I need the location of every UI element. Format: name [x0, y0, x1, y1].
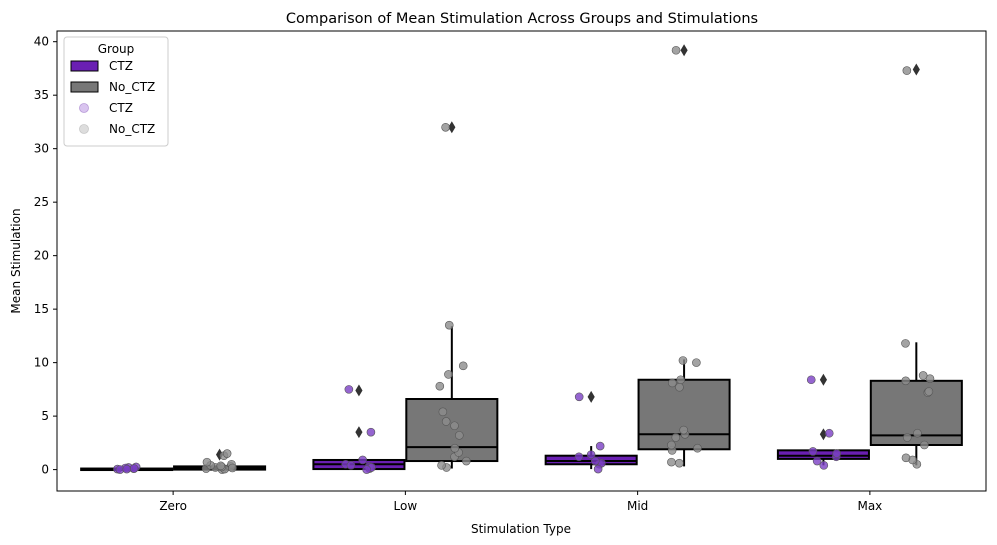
data-point — [438, 407, 448, 417]
data-point — [441, 122, 450, 132]
box-ctz-max — [776, 449, 870, 460]
y-axis-label: Mean Stimulation — [9, 208, 23, 313]
y-tick-label: 20 — [34, 249, 49, 263]
y-tick-label: 0 — [41, 463, 49, 477]
y-tick-label: 25 — [34, 195, 49, 209]
x-tick-label: Mid — [627, 499, 648, 513]
data-point — [595, 441, 605, 451]
data-point — [832, 449, 841, 458]
data-point — [455, 431, 464, 440]
data-point — [444, 370, 453, 379]
axes-frame — [56, 30, 987, 492]
x-tick-label: Zero — [159, 499, 187, 513]
y-tick-label: 40 — [34, 35, 49, 49]
y-tick-label: 15 — [34, 302, 49, 316]
data-point — [586, 450, 596, 459]
data-point — [920, 440, 929, 450]
outlier-marker — [355, 426, 363, 439]
y-tick-label: 5 — [41, 409, 49, 423]
outlier-marker — [587, 390, 595, 403]
data-point — [437, 461, 446, 470]
data-point — [593, 464, 603, 474]
data-point — [678, 356, 688, 365]
chart-title: Comparison of Mean Stimulation Across Gr… — [286, 11, 758, 27]
data-point — [901, 376, 911, 386]
data-point — [675, 458, 684, 468]
data-point — [450, 443, 460, 453]
data-point — [346, 461, 356, 470]
x-tick-label: Max — [857, 499, 882, 513]
legend-label: No_CTZ — [109, 80, 155, 94]
outlier-marker — [680, 44, 688, 57]
data-point — [122, 464, 132, 474]
data-point — [676, 375, 685, 385]
data-point — [901, 339, 910, 348]
data-point — [222, 449, 232, 458]
data-point — [806, 375, 816, 385]
data-point — [366, 427, 376, 437]
data-point — [129, 464, 139, 473]
legend-title: Group — [98, 42, 135, 56]
data-point — [450, 421, 459, 431]
box-no_ctz-mid — [637, 378, 731, 451]
legend-label: CTZ — [109, 101, 133, 115]
data-point — [362, 465, 371, 474]
data-point — [902, 66, 912, 75]
data-point — [667, 378, 677, 388]
data-point — [901, 453, 911, 463]
legend-marker-no_ctz — [79, 124, 89, 134]
data-point — [667, 457, 676, 467]
data-point — [819, 461, 829, 470]
data-point — [228, 463, 237, 473]
legend-label: CTZ — [109, 59, 133, 73]
data-point — [202, 457, 212, 467]
outlier-marker — [355, 384, 363, 397]
data-point — [441, 417, 451, 426]
data-point — [675, 382, 684, 392]
data-point — [671, 45, 681, 55]
legend-swatch-no_ctz — [70, 81, 99, 93]
legend-label: No_CTZ — [109, 122, 155, 136]
x-axis-label: Stimulation Type — [471, 522, 571, 536]
data-point — [574, 452, 584, 462]
y-tick-label: 10 — [34, 356, 49, 370]
x-tick-label: Low — [394, 499, 418, 513]
data-point — [902, 433, 912, 442]
data-point — [590, 456, 600, 466]
plot-area — [80, 44, 963, 474]
outlier-marker — [819, 373, 828, 386]
outlier-marker — [448, 121, 456, 134]
outlier-marker — [912, 63, 920, 76]
legend-swatch-ctz — [70, 60, 99, 72]
data-point — [667, 440, 676, 450]
data-point — [679, 425, 688, 435]
data-point — [216, 461, 226, 471]
data-point — [462, 456, 471, 466]
data-point — [924, 387, 934, 396]
data-point — [574, 392, 584, 402]
data-point — [444, 320, 454, 330]
legend-marker-ctz — [79, 103, 89, 113]
data-point — [808, 447, 818, 456]
y-tick-label: 30 — [34, 142, 49, 156]
data-point — [671, 433, 681, 442]
data-point — [358, 455, 367, 465]
data-point — [918, 371, 928, 380]
legend: Group CTZ No_CTZ CTZ No_CTZ — [63, 36, 169, 147]
data-point — [435, 381, 445, 391]
data-point — [824, 428, 834, 438]
data-point — [812, 456, 822, 466]
data-point — [692, 358, 701, 367]
data-point — [458, 361, 468, 371]
y-tick-label: 35 — [34, 88, 49, 102]
data-point — [344, 385, 354, 394]
data-point — [913, 428, 922, 438]
axes: 0 5 10 15 20 25 30 35 40 Zero Low Mid Max — [34, 35, 883, 513]
box-no_ctz-low — [405, 398, 499, 463]
data-point — [693, 443, 702, 453]
